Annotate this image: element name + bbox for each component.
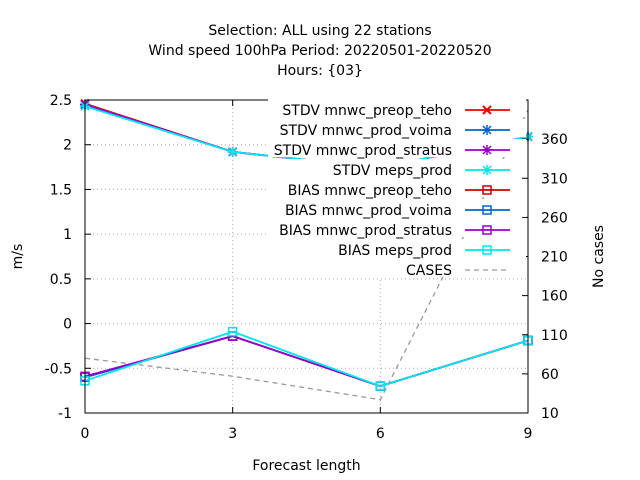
y2-tick-label: 310 [541, 171, 568, 187]
data-point [482, 225, 492, 235]
x-tick-label: 3 [228, 426, 237, 442]
x-tick-label: 6 [376, 426, 385, 442]
y-tick-label: 1.5 [50, 182, 72, 198]
data-point [227, 146, 238, 157]
data-point [482, 145, 492, 155]
legend-label: BIAS mnwc_preop_teho [288, 183, 452, 199]
legend-bg [268, 219, 526, 237]
title-line: Wind speed 100hPa Period: 20220501-20220… [148, 43, 491, 59]
legend-bg [268, 119, 526, 137]
y2-tick-label: 260 [541, 210, 568, 226]
y2-tick-label: 210 [541, 250, 568, 266]
x-tick-label: 9 [524, 426, 533, 442]
legend-bg [268, 139, 526, 157]
legend-label: BIAS mnwc_prod_stratus [279, 223, 452, 239]
y2-tick-label: 10 [541, 406, 559, 422]
legend-bg [268, 99, 526, 117]
data-point [375, 381, 386, 391]
y-tick-label: -1 [58, 406, 72, 422]
y-tick-label: 2 [63, 138, 72, 154]
legend-label: STDV meps_prod [333, 163, 452, 179]
legend-label: BIAS meps_prod [338, 243, 452, 259]
y2-axis-label: No cases [591, 225, 607, 288]
data-point [482, 125, 492, 135]
y2-tick-label: 360 [541, 132, 568, 148]
legend: STDV mnwc_preop_teho STDV mnwc_prod_voima… [268, 99, 526, 279]
data-point [482, 205, 492, 215]
legend-bg [268, 239, 526, 257]
x-axis-label: Forecast length [252, 458, 360, 474]
data-point [227, 326, 238, 337]
data-point [482, 165, 492, 175]
x-tick-label: 0 [81, 426, 90, 442]
y2-tick-label: 160 [541, 289, 568, 305]
legend-label: STDV mnwc_prod_voima [280, 123, 452, 139]
title-line: Selection: ALL using 22 stations [208, 23, 431, 39]
series-7 [80, 326, 533, 391]
legend-label: STDV mnwc_prod_stratus [274, 143, 452, 159]
axis-ticks: 0 3 6 9 -1 -0.5 0 0.5 1 1.5 2 2.5 10 60 110 160 210 260 31… [45, 93, 568, 442]
legend-bg [268, 259, 526, 277]
y-tick-label: 0 [63, 317, 72, 333]
y-tick-label: 1 [63, 227, 72, 243]
legend-bg [268, 199, 526, 217]
y-tick-label: -0.5 [45, 361, 72, 377]
legend-label: STDV mnwc_preop_teho [282, 103, 452, 119]
chart-title: Selection: ALL using 22 stations Wind spe… [148, 23, 491, 79]
legend-bg [268, 179, 526, 197]
y-tick-label: 2.5 [50, 93, 72, 109]
data-point [482, 105, 492, 115]
y2-tick-label: 110 [541, 328, 568, 344]
y-tick-label: 0.5 [50, 272, 72, 288]
data-point [482, 185, 492, 195]
legend-label: BIAS mnwc_prod_voima [285, 203, 452, 219]
legend-bg [268, 159, 526, 177]
title-line: Hours: {03} [277, 63, 363, 79]
data-point [482, 245, 492, 255]
legend-label: CASES [406, 263, 452, 279]
y-axis-label: m/s [10, 244, 26, 270]
y2-tick-label: 60 [541, 367, 559, 383]
series-line [84, 330, 529, 388]
